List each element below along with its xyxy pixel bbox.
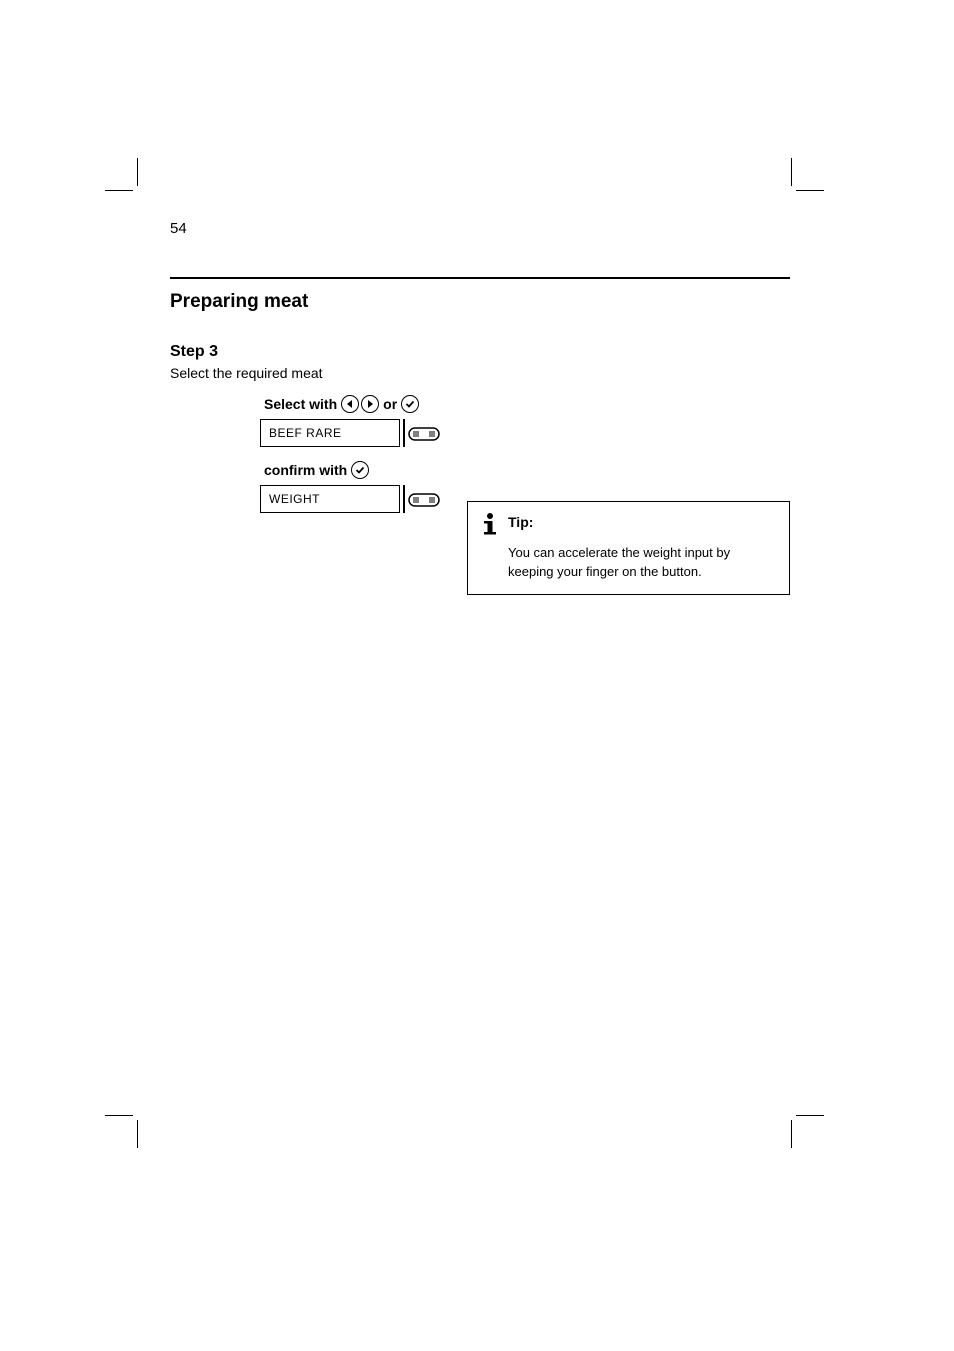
crop-mark <box>137 1120 138 1148</box>
crop-mark <box>791 1120 792 1148</box>
knob-icon <box>407 485 443 513</box>
option-row-select: Select with or BEEF RARE <box>170 395 790 447</box>
crop-mark <box>137 158 138 186</box>
tip-box: Tip: You can accelerate the weight input… <box>467 501 790 595</box>
display-divider <box>403 419 405 447</box>
page-number: 54 <box>170 220 790 237</box>
display-divider <box>403 485 405 513</box>
label-text: confirm with <box>264 462 347 478</box>
crop-mark <box>796 190 824 191</box>
tip-body: You can accelerate the weight input by k… <box>508 544 777 582</box>
display-readout: BEEF RARE <box>260 419 443 447</box>
display-readout: WEIGHT <box>260 485 443 513</box>
step-subtitle: Select the required meat <box>170 365 790 381</box>
option-row-confirm: confirm with WEIGHT <box>170 461 443 513</box>
crop-mark <box>105 190 133 191</box>
option-label: confirm with <box>170 461 443 479</box>
option-label: Select with or <box>170 395 790 413</box>
content-area: 54 Preparing meat Step 3 Select the requ… <box>170 220 790 595</box>
knob-icon <box>407 419 443 447</box>
check-icon[interactable] <box>351 461 369 479</box>
right-arrow-icon[interactable] <box>361 395 379 413</box>
page-root: 54 Preparing meat Step 3 Select the requ… <box>0 0 954 1351</box>
tip-title: Tip: <box>508 512 533 532</box>
crop-mark <box>105 1115 133 1116</box>
crop-mark <box>796 1115 824 1116</box>
label-text: Select with <box>264 396 337 412</box>
left-arrow-icon[interactable] <box>341 395 359 413</box>
info-icon <box>480 512 500 542</box>
step-title: Step 3 <box>170 343 790 361</box>
display-text: BEEF RARE <box>260 419 400 447</box>
check-icon[interactable] <box>401 395 419 413</box>
crop-mark <box>791 158 792 186</box>
label-text: or <box>383 396 397 412</box>
display-text: WEIGHT <box>260 485 400 513</box>
header-rule <box>170 277 790 279</box>
section-title: Preparing meat <box>170 291 790 313</box>
